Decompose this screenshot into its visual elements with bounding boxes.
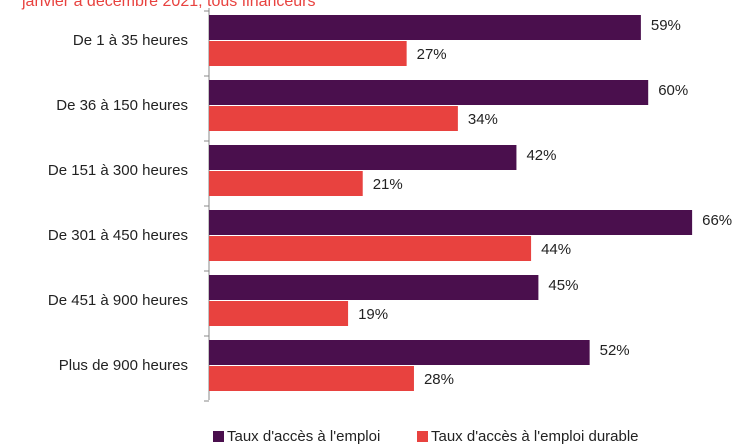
bar [209, 106, 458, 131]
data-label: 59% [651, 17, 681, 34]
data-label: 34% [468, 111, 498, 128]
data-label: 28% [424, 371, 454, 388]
y-tick-label: Plus de 900 heures [59, 357, 188, 374]
data-label: 45% [548, 277, 578, 294]
bar [209, 15, 641, 40]
bar [209, 275, 539, 300]
bar [209, 340, 590, 365]
y-tick-label: De 451 à 900 heures [48, 292, 188, 309]
data-label: 42% [526, 147, 556, 164]
bar [209, 41, 407, 66]
y-tick-label: De 1 à 35 heures [73, 32, 188, 49]
bar [209, 171, 363, 196]
legend-label: Taux d'accès à l'emploi durable [431, 428, 639, 445]
data-label: 27% [417, 46, 447, 63]
data-label: 52% [600, 342, 630, 359]
legend-label: Taux d'accès à l'emploi [227, 428, 380, 445]
bar [209, 301, 349, 326]
data-label: 21% [373, 176, 403, 193]
chart-subtitle: janvier à décembre 2021, tous financeurs [21, 0, 316, 10]
bar [209, 210, 693, 235]
y-tick-label: De 36 à 150 heures [56, 97, 188, 114]
bar [209, 236, 532, 261]
data-label: 19% [358, 306, 388, 323]
data-label: 44% [541, 241, 571, 258]
bar [209, 80, 649, 105]
data-label: 66% [702, 212, 732, 229]
y-tick-label: De 301 à 450 heures [48, 227, 188, 244]
y-tick-label: De 151 à 300 heures [48, 162, 188, 179]
bar [209, 366, 414, 391]
data-label: 60% [658, 82, 688, 99]
legend-swatch [213, 431, 224, 442]
legend-swatch [417, 431, 428, 442]
bar [209, 145, 517, 170]
